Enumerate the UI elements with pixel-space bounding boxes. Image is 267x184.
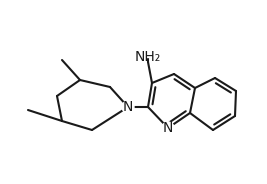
- Text: N: N: [123, 100, 133, 114]
- Bar: [133, 42, 163, 57]
- Circle shape: [122, 101, 134, 113]
- Circle shape: [162, 122, 174, 134]
- Text: NH₂: NH₂: [135, 50, 161, 64]
- Text: N: N: [163, 121, 173, 135]
